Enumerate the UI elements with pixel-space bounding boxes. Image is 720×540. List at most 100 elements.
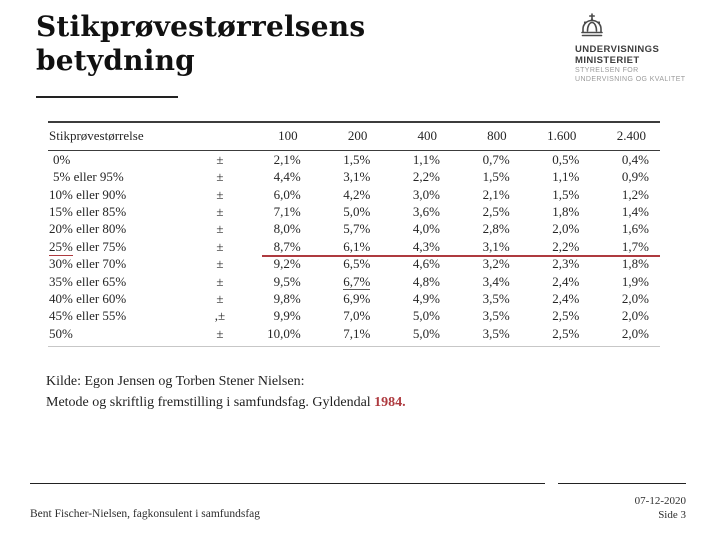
source-year: 1984 [374,394,403,410]
table-column-header: 2.400 [616,128,646,144]
table-column-header: 100 [278,128,298,144]
table-top-rule [48,121,660,123]
row-value: 6,7% [343,273,371,290]
row-value: 8,7% [273,238,301,254]
row-value: 1,4% [621,204,649,220]
plus-minus-sign: ± [216,256,224,272]
row-value: 5,0% [412,325,440,341]
source-line2-text: Metode og skriftlig fremstilling i samfu… [46,394,375,410]
table-header-row: Stikprøvestørrelse 100 200 400 800 1.600 2.40… [48,123,660,150]
row-value: 3,5% [482,325,510,341]
row-label: 5% eller 95% [53,169,124,185]
footer-divider-right [558,483,686,485]
row-value: 0,5% [552,151,580,167]
table-row: 30% eller 70% ±9,2% 6,5% 4,6% 3,2% 2,3% 1,8% [48,256,660,273]
row-value: 4,0% [412,221,440,237]
row-value: 0,4% [621,151,649,167]
row-value: 2,0% [621,325,649,341]
table-row: 0% ±2,1% 1,5% 1,1% 0,7% 0,5% 0,4% [48,151,660,168]
table-column-header: 800 [487,128,507,144]
row-value: 7,1% [343,325,371,341]
table-column-header: 400 [417,128,437,144]
table-row: 5% eller 95% ±4,4% 3,1% 2,2% 1,5% 1,1% 0,9% [48,169,660,186]
row-label: 0% [53,151,71,167]
row-value: 5,0% [412,308,440,324]
row-label: 30% eller 70% [49,256,127,272]
row-value: 3,6% [412,204,440,220]
row-value: 2,0% [621,291,649,306]
source-citation: Kilde: Egon Jensen og Torben Stener Niel… [46,372,406,413]
row-value: 8,0% [273,221,301,237]
row-value: 6,1% [343,238,371,254]
plus-minus-sign: ± [216,273,224,289]
footer-meta: 07-12-2020 Side 3 [635,495,686,522]
ministry-name-line2: MINISTERIET [575,55,640,66]
table-header-label: Stikprøvestørrelse [49,128,144,144]
row-value: 5,0% [343,204,371,220]
row-value: 7,0% [343,308,371,324]
row-value: 0,7% [482,151,510,167]
row-value: 10,0% [267,325,301,341]
ministry-sub-line2: UNDERVISNING OG KVALITET [575,75,686,83]
row-value: 2,0% [552,221,580,237]
table-row: 15% eller 85% ±7,1% 5,0% 3,6% 2,5% 1,8% 1,4% [48,203,660,220]
row-value: 1,9% [621,273,649,289]
row-label: 40% eller 60% [49,291,127,306]
sample-size-table: Stikprøvestørrelse 100 200 400 800 1.600 2.40… [48,121,660,355]
footer-divider-left [30,483,545,485]
row-label: 20% eller 80% [49,221,127,237]
source-line1: Kilde: Egon Jensen og Torben Stener Niel… [46,374,305,389]
footer-page-number: Side 3 [658,508,686,521]
plus-minus-sign: ± [216,169,224,185]
row-value: 1,7% [621,238,649,254]
row-value: 1,8% [621,256,649,272]
row-label: 50% [49,325,73,341]
row-value: 4,4% [273,169,301,185]
row-value: 1,8% [552,204,580,220]
row-value: 2,4% [552,273,580,289]
footer-author: Bent Fischer-Nielsen, fagkonsulent i sam… [30,508,261,520]
ministry-name-line1: UNDERVISNINGS [575,44,660,55]
slide-title-line2: betydning [36,44,195,77]
row-value: 2,4% [552,291,580,306]
row-label: 15% eller 85% [49,204,127,220]
plus-minus-sign: ± [216,186,224,202]
source-line2: Metode og skriftlig fremstilling i samfu… [46,393,406,414]
row-value: 2,1% [273,151,301,167]
row-value: 3,4% [482,273,510,289]
plus-minus-sign: ± [216,325,224,341]
plus-minus-sign: ± [216,151,224,167]
row-value: 4,2% [343,186,371,202]
row-value: 7,1% [273,204,301,220]
row-value: 2,3% [552,256,580,272]
row-value: 5,7% [343,221,371,237]
plus-minus-sign: ± [216,204,224,220]
slide-title-line1: Stikprøvestørrelsens [36,10,366,43]
table-row: 50% ±10,0% 7,1% 5,0% 3,5% 2,5% 2,0% [48,325,660,342]
row-value: 1,5% [482,169,510,185]
slide-title: Stikprøvestørrelsens betydning [36,10,365,78]
row-value: 1,5% [552,186,580,202]
row-value: 2,5% [552,308,580,324]
row-value: 9,9% [273,308,301,324]
table-row: 25% eller 75% ±8,7% 6,1% 4,3% 3,1% 2,2% 1,7% [48,238,660,257]
table-row: 10% eller 90% ±6,0% 4,2% 3,0% 2,1% 1,5% 1,2% [48,186,660,203]
table-row: 35% eller 65% ±9,5% 6,7% 4,8% 3,4% 2,4% 1,9% [48,273,660,290]
row-value: 2,2% [552,238,580,254]
row-value: 4,9% [412,291,440,306]
row-label: 10% eller 90% [49,186,127,202]
title-underline [36,96,178,98]
row-value: 3,5% [482,291,510,306]
row-value: 4,6% [412,256,440,272]
plus-minus-sign: ± [216,291,224,306]
row-value: 3,1% [343,169,371,185]
row-value: 1,2% [621,186,649,202]
row-value: 3,2% [482,256,510,272]
table-body: 0% ±2,1% 1,5% 1,1% 0,7% 0,5% 0,4% 5% eller 95% ±… [48,151,660,342]
row-label: 45% eller 55% [49,308,127,324]
table-column-header: 1.600 [547,128,577,144]
ministry-logo: UNDERVISNINGS MINISTERIET STYRELSEN FOR … [575,13,715,84]
table-bottom-rule [48,346,660,348]
row-value: 9,5% [273,273,301,289]
plus-minus-sign: ± [216,221,224,237]
